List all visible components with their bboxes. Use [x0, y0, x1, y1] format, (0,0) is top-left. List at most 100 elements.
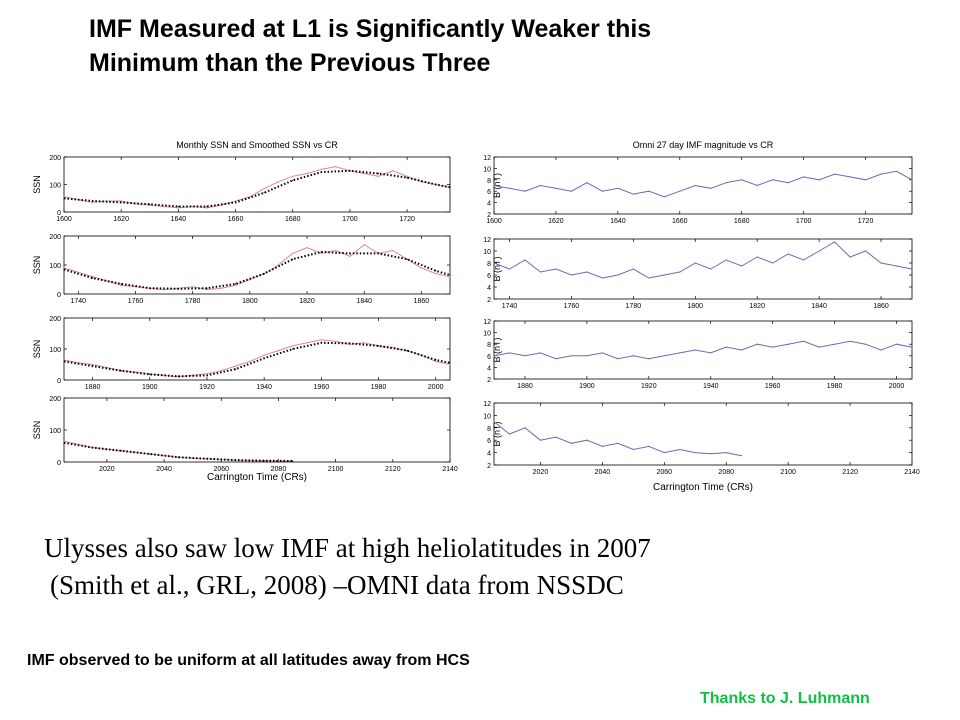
data-point-imf — [895, 265, 898, 267]
data-point-imf — [601, 190, 604, 192]
y-tick-label: 200 — [49, 155, 61, 162]
data-point-imf — [911, 346, 913, 348]
y-tick-label: 10 — [483, 166, 491, 173]
panel-frame-right-4 — [493, 402, 913, 466]
data-point-imf — [818, 179, 820, 181]
data-point-monthly — [192, 205, 194, 208]
y-tick-label: 100 — [49, 347, 61, 354]
data-point-imf — [632, 268, 634, 270]
x-tick-label: 1700 — [796, 218, 812, 225]
x-tick-label: 1820 — [749, 303, 765, 310]
y-tick-label: 0 — [57, 210, 61, 217]
y-tick-label: 100 — [49, 183, 61, 190]
y-tick-label: 6 — [487, 273, 491, 280]
data-point-smoothed — [449, 186, 451, 188]
data-point-monthly — [335, 166, 337, 168]
series-line-monthly-4 — [63, 440, 293, 462]
data-point-imf — [756, 184, 758, 187]
data-point-imf — [787, 182, 789, 184]
y-tick-label: 0 — [57, 292, 61, 299]
data-point-imf — [911, 179, 913, 181]
data-point-imf — [524, 427, 526, 429]
data-point-monthly — [77, 271, 79, 273]
data-point-smoothed — [92, 200, 94, 202]
series-line-imf-4 — [493, 421, 742, 457]
y-axis-label-left-1: SSN — [32, 175, 42, 194]
y-tick-label: 4 — [487, 451, 491, 458]
data-point-imf — [895, 343, 898, 345]
data-point-monthly — [392, 249, 394, 252]
series-line-imf-3 — [493, 340, 913, 360]
data-point-monthly — [335, 249, 337, 252]
data-point-imf — [493, 262, 495, 264]
data-point-imf — [803, 176, 805, 178]
data-point-imf — [834, 343, 836, 345]
data-point-monthly — [249, 360, 251, 362]
y-tick-label: 8 — [487, 342, 491, 349]
data-point-monthly — [420, 267, 422, 269]
x-tick-label: 1600 — [56, 216, 72, 223]
y-tick-label: 100 — [49, 263, 61, 270]
y-tick-label: 2 — [487, 463, 491, 470]
data-point-imf — [539, 271, 542, 273]
series-line-smoothed-1 — [63, 169, 451, 208]
y-tick-label: 100 — [49, 428, 61, 435]
data-point-smoothed — [435, 183, 437, 186]
x-tick-label: 1820 — [299, 298, 315, 305]
data-point-monthly — [320, 168, 322, 170]
x-tick-label: 1800 — [242, 298, 258, 305]
data-point-imf — [834, 241, 836, 243]
data-point-smoothed — [177, 375, 179, 377]
data-point-imf — [803, 340, 805, 342]
data-point-monthly — [320, 339, 322, 341]
data-point-monthly — [235, 284, 237, 286]
data-point-monthly — [449, 276, 451, 278]
x-tick-label: 1780 — [626, 303, 642, 310]
data-point-imf — [818, 250, 820, 252]
x-tick-label: 1720 — [399, 216, 415, 223]
data-point-smoothed — [149, 287, 151, 289]
data-point-imf — [725, 182, 727, 184]
y-tick-label: 12 — [483, 237, 491, 244]
data-point-smoothed — [320, 342, 322, 344]
data-point-imf — [508, 433, 511, 435]
data-point-imf — [865, 343, 867, 345]
chart-title-left: Monthly SSN and Smoothed SSN vs CR — [176, 140, 338, 150]
data-point-smoothed — [320, 171, 322, 173]
data-point-smoothed — [120, 370, 122, 372]
data-point-monthly — [363, 342, 365, 344]
y-tick-label: 12 — [483, 401, 491, 408]
x-tick-label: 1640 — [171, 216, 187, 223]
data-point-imf — [663, 452, 665, 454]
data-point-monthly — [306, 342, 308, 344]
data-point-imf — [524, 355, 526, 357]
series-line-imf-2 — [493, 241, 913, 279]
data-point-monthly — [292, 175, 294, 177]
data-point-monthly — [363, 172, 365, 175]
x-tick-label: 1800 — [687, 303, 703, 310]
data-point-monthly — [277, 350, 279, 352]
data-point-smoothed — [292, 460, 294, 462]
data-point-imf — [555, 358, 557, 360]
y-tick-label: 4 — [487, 365, 491, 372]
data-point-imf — [772, 179, 774, 181]
y-tick-label: 200 — [49, 396, 61, 403]
data-point-imf — [694, 262, 696, 264]
data-point-monthly — [92, 363, 94, 366]
y-axis-label-left-4: SSN — [32, 421, 42, 440]
x-tick-label: 1660 — [228, 216, 244, 223]
x-tick-label: 1720 — [858, 218, 874, 225]
y-tick-label: 6 — [487, 354, 491, 361]
y-tick-label: 8 — [487, 178, 491, 185]
data-point-monthly — [377, 175, 380, 177]
data-point-imf — [756, 343, 758, 345]
x-tick-label: 1940 — [703, 383, 719, 390]
slide-title-line-1: IMF Measured at L1 is Significantly Weak… — [89, 15, 652, 43]
x-axis-label-left: Carrington Time (CRs) — [207, 472, 307, 483]
data-point-imf — [648, 277, 650, 279]
x-tick-label: 2020 — [99, 466, 115, 473]
data-point-monthly — [63, 440, 65, 442]
y-tick-label: 8 — [487, 261, 491, 268]
data-point-smoothed — [349, 252, 351, 254]
data-point-imf — [663, 196, 665, 198]
